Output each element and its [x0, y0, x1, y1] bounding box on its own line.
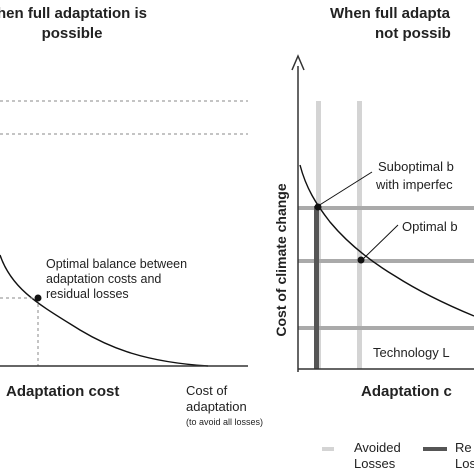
y-axis-arrow-icon [291, 54, 305, 71]
adaptation-cost-label-line1: Cost of [186, 383, 228, 398]
adaptation-cost-label-line3: (to avoid all losses) [186, 417, 263, 427]
legend-residual-line2: Losses [455, 456, 474, 471]
left-optimal-point [34, 294, 42, 302]
right-title-line1: When full adapta [330, 5, 451, 22]
technology-limit-label: Technology L [373, 345, 450, 360]
legend-avoided-line2: Losses [354, 456, 396, 471]
right-title-line2: not possib [375, 25, 451, 42]
left-annotation-line3: residual losses [46, 287, 129, 301]
avoided-losses-band-2 [357, 101, 362, 369]
left-x-axis-label: Adaptation cost [6, 383, 119, 400]
suboptimal-label-line1: Suboptimal b [378, 159, 454, 174]
residual-losses-band [314, 206, 319, 369]
legend-avoided-line1: Avoided [354, 440, 401, 455]
right-x-axis-label: Adaptation c [361, 383, 452, 400]
right-optimal-point [357, 256, 365, 264]
left-title-line1: hen full adaptation is [0, 5, 147, 22]
legend-residual-line1: Re [455, 440, 472, 455]
optimal-label: Optimal b [402, 219, 458, 234]
suboptimal-pointer-line [317, 171, 373, 207]
left-cost-curve [0, 254, 209, 367]
left-title-line2: possible [42, 25, 103, 42]
adaptation-cost-label-line2: adaptation [186, 399, 247, 414]
left-annotation-line2: adaptation costs and [46, 272, 161, 286]
suboptimal-level-band [298, 206, 474, 210]
right-y-axis-label: Cost of climate change [273, 183, 289, 336]
right-cost-curve [299, 164, 474, 317]
left-annotation-line1: Optimal balance between [46, 257, 187, 271]
legend-residual-swatch [423, 447, 447, 451]
legend-avoided-swatch [322, 447, 334, 451]
suboptimal-label-line2: with imperfec [375, 177, 453, 192]
technology-limit-band [298, 326, 474, 330]
optimal-level-band [298, 259, 474, 263]
optimal-pointer-line [361, 224, 399, 261]
suboptimal-point [314, 203, 322, 211]
